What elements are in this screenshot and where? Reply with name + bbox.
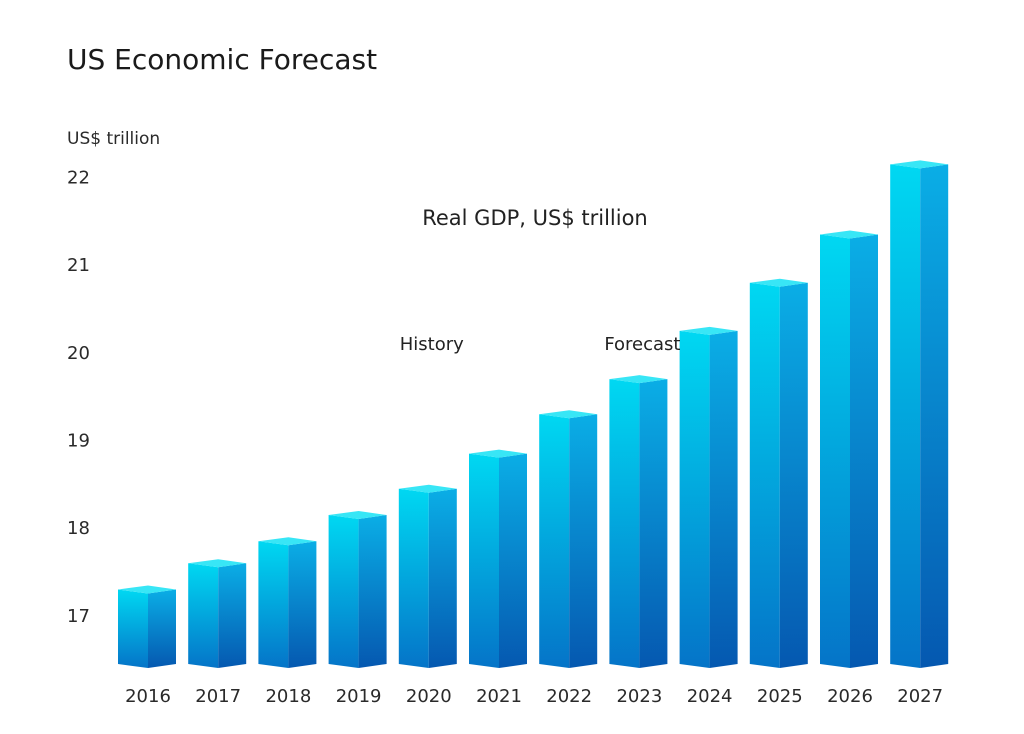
bar-front-face (469, 453, 499, 668)
bar-side-face (288, 541, 317, 668)
bar-front-face (679, 330, 710, 668)
bar-side-face (148, 589, 176, 668)
x-tick-label-2018: 2018 (265, 686, 311, 707)
x-axis-ticks: 2016 2017 2018 2019 2020 2021 2022 2023 2024 2025… (125, 686, 943, 707)
x-tick-label-2017: 2017 (195, 686, 241, 707)
y-axis-ticks: 17 18 19 20 21 22 (67, 168, 90, 627)
bar-2020 (398, 484, 457, 668)
x-tick-label-2020: 2020 (406, 686, 452, 707)
annotation-forecast: Forecast (604, 334, 680, 355)
bar-top-cap (679, 326, 738, 335)
bar-2025 (749, 278, 808, 668)
bar-side-face (639, 379, 668, 668)
bar-top-cap (188, 559, 247, 568)
bar-front-face (539, 414, 570, 668)
bar-side-face (358, 514, 387, 668)
chart-subtitle: Real GDP, US$ trillion (422, 206, 648, 230)
bar-side-face (709, 330, 738, 668)
x-tick-label-2024: 2024 (687, 686, 733, 707)
bar-side-face (569, 414, 598, 668)
x-tick-label-2022: 2022 (546, 686, 592, 707)
bar-2017 (188, 559, 247, 668)
bar-side-face (499, 453, 527, 668)
x-tick-label-2025: 2025 (757, 686, 803, 707)
bar-2024 (679, 326, 738, 668)
bar-front-face (328, 514, 359, 668)
bar-2022 (539, 410, 598, 668)
bar-2019 (328, 510, 387, 668)
bar-top-cap (258, 537, 317, 546)
annotation-history: History (400, 334, 464, 355)
x-tick-label-2021: 2021 (476, 686, 522, 707)
bar-front-face (749, 282, 780, 668)
x-tick-label-2019: 2019 (336, 686, 382, 707)
x-tick-label-2026: 2026 (827, 686, 873, 707)
bar-2021 (469, 449, 527, 668)
bar-top-cap (539, 410, 598, 419)
bar-front-face (820, 234, 850, 669)
bar-front-face (398, 488, 429, 668)
bar-top-cap (118, 585, 176, 594)
bar-2027 (890, 160, 949, 668)
bar-front-face (118, 589, 148, 668)
bars-group (118, 160, 949, 669)
chart-title: US Economic Forecast (67, 43, 377, 76)
x-tick-label-2023: 2023 (616, 686, 662, 707)
y-tick-label-18: 18 (67, 518, 90, 539)
bar-top-cap (469, 449, 527, 458)
y-tick-label-21: 21 (67, 255, 90, 276)
bar-top-cap (820, 230, 878, 239)
x-tick-label-2016: 2016 (125, 686, 171, 707)
bar-front-face (609, 379, 640, 668)
bar-side-face (920, 164, 949, 668)
bar-side-face (850, 234, 878, 669)
y-tick-label-20: 20 (67, 343, 90, 364)
bar-2016 (118, 585, 176, 668)
bar-top-cap (749, 278, 808, 287)
bar-top-cap (609, 375, 668, 384)
x-tick-label-2027: 2027 (897, 686, 943, 707)
y-tick-label-22: 22 (67, 168, 90, 189)
bar-side-face (779, 282, 808, 668)
y-tick-label-19: 19 (67, 430, 90, 451)
bar-side-face (218, 563, 247, 668)
bar-front-face (188, 563, 219, 668)
bar-top-cap (890, 160, 949, 169)
bar-side-face (428, 488, 457, 668)
y-axis-unit-label: US$ trillion (67, 129, 160, 149)
bar-front-face (258, 541, 289, 668)
bar-top-cap (398, 484, 457, 493)
y-tick-label-17: 17 (67, 606, 90, 627)
bar-2026 (820, 230, 878, 669)
bar-front-face (890, 164, 921, 668)
annotations-group: History Forecast (400, 334, 681, 355)
bar-2023 (609, 375, 668, 668)
bar-top-cap (328, 510, 387, 519)
bar-2018 (258, 537, 317, 668)
